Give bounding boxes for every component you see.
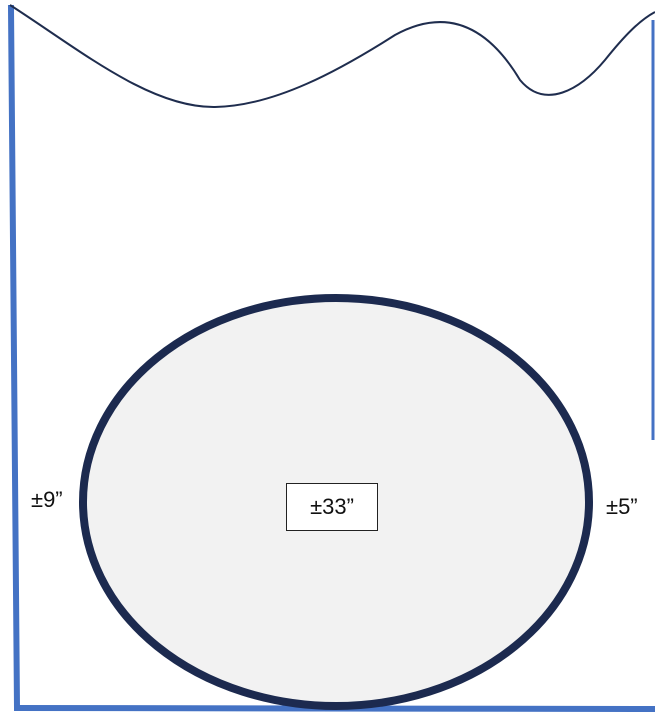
right-measure-label: ±5” bbox=[606, 494, 638, 519]
left-measure-label: ±9” bbox=[31, 487, 63, 512]
wave-line bbox=[9, 4, 655, 109]
container-left-wall bbox=[7, 4, 21, 712]
center-measure-label: ±33” bbox=[310, 494, 354, 519]
center-measure-box: ±33” bbox=[286, 483, 378, 531]
